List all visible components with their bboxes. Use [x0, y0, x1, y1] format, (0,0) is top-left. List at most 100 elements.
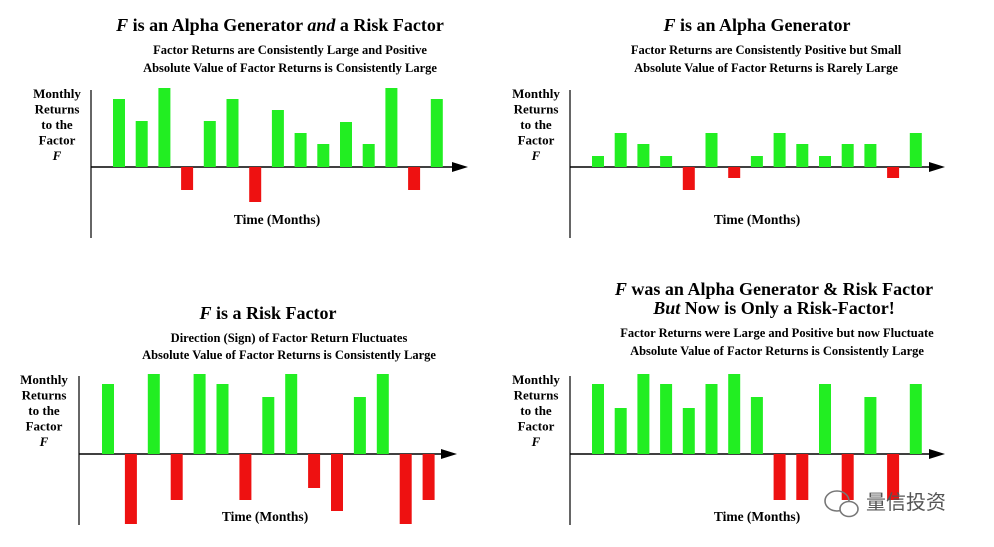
y-axis-label: Factor — [39, 133, 76, 148]
y-axis-label: to the — [41, 117, 73, 132]
bar-positive — [158, 88, 171, 167]
bar-positive — [262, 397, 275, 454]
bar-negative — [308, 454, 321, 488]
bar-positive — [592, 384, 604, 454]
bar-positive — [750, 397, 763, 454]
y-axis-label: to the — [28, 403, 60, 418]
chart-title-part: was an Alpha Generator & Risk Factor — [627, 279, 933, 299]
y-axis-label: Factor — [518, 419, 555, 434]
chart-subtitle: Absolute Value of Factor Returns is Cons… — [630, 344, 924, 358]
bar-positive — [353, 397, 366, 454]
bar-positive — [193, 374, 206, 454]
bar-positive — [317, 144, 330, 167]
y-axis-label: F — [531, 434, 541, 449]
bar-positive — [340, 122, 352, 167]
watermark-text: 量信投资 — [866, 490, 946, 514]
bar-negative — [249, 167, 262, 202]
x-axis-arrowhead — [452, 162, 468, 172]
chart-title-part: is an Alpha Generator — [676, 15, 851, 35]
x-axis-label: Time (Months) — [714, 509, 800, 524]
y-axis-label: F — [531, 148, 541, 163]
chart-title: F was an Alpha Generator & Risk Factor — [614, 279, 933, 299]
chart-panel-3: F is a Risk Factor Direction (Sign) of Fa… — [20, 303, 457, 525]
x-axis-arrowhead — [441, 449, 457, 459]
chart-title-part: F — [198, 303, 211, 323]
x-axis-arrowhead — [929, 449, 945, 459]
chart-title-part: is an Alpha Generator — [128, 15, 307, 35]
y-axis-label: F — [39, 434, 49, 449]
bar-positive — [226, 99, 239, 167]
bar-positive — [660, 156, 673, 167]
chart-title: F is a Risk Factor — [198, 303, 336, 323]
bar-positive — [750, 156, 763, 167]
y-axis-label: Returns — [514, 102, 559, 117]
bar-negative — [408, 167, 421, 190]
chart-title-line2: But Now is Only a Risk-Factor! — [652, 298, 895, 318]
bar-positive — [728, 374, 741, 454]
bar-negative — [181, 167, 194, 190]
bar-positive — [660, 384, 673, 454]
chart-subtitle: Factor Returns are Consistently Positive… — [631, 43, 902, 57]
bar-negative — [887, 454, 900, 500]
bar-positive — [592, 156, 604, 167]
bar-positive — [614, 408, 627, 454]
x-axis-arrowhead — [929, 162, 945, 172]
bar-positive — [102, 384, 114, 454]
bar-negative — [682, 167, 695, 190]
bar-positive — [864, 397, 877, 454]
bar-positive — [705, 133, 718, 167]
watermark: 量信投资 — [824, 490, 946, 518]
bar-positive — [909, 133, 922, 167]
bar-negative — [887, 167, 900, 178]
chart-panel-1: F is an Alpha Generator and a Risk Facto… — [33, 15, 468, 238]
bar-positive — [135, 121, 148, 167]
bar-positive — [819, 384, 831, 454]
bar-positive — [864, 144, 877, 167]
bar-negative — [422, 454, 435, 500]
bar-negative — [399, 454, 412, 524]
bar-positive — [430, 99, 443, 167]
y-axis-label: Returns — [35, 102, 80, 117]
bar-positive — [682, 408, 695, 454]
chart-title-part: a Risk Factor — [335, 15, 443, 35]
chart-subtitle: Absolute Value of Factor Returns is Cons… — [143, 61, 437, 75]
bar-positive — [203, 121, 216, 167]
y-axis-label: Returns — [22, 388, 67, 403]
y-axis-label: Factor — [26, 419, 63, 434]
bar-positive — [637, 374, 650, 454]
bar-positive — [909, 384, 922, 454]
bar-negative — [170, 454, 183, 500]
bar-negative — [728, 167, 741, 178]
y-axis-label: to the — [520, 403, 552, 418]
chart-panel-2: F is an Alpha Generator Factor Returns ar… — [512, 15, 945, 238]
y-axis-label: Monthly — [33, 86, 81, 101]
chart-title-part: F — [614, 279, 627, 299]
chart-subtitle: Factor Returns were Large and Positive b… — [620, 326, 934, 340]
bar-positive — [376, 374, 389, 454]
bar-positive — [637, 144, 650, 167]
chart-panel-4: F was an Alpha Generator & Risk FactorBu… — [512, 279, 945, 525]
chart-title-part: and — [307, 15, 336, 35]
bar-negative — [124, 454, 137, 524]
chart-title-part: F — [115, 15, 128, 35]
bar-positive — [705, 384, 718, 454]
chart-subtitle: Absolute Value of Factor Returns is Cons… — [142, 348, 436, 362]
bar-negative — [841, 454, 854, 500]
y-axis-label: Factor — [518, 133, 555, 148]
bar-positive — [614, 133, 627, 167]
chart-title: F is an Alpha Generator and a Risk Facto… — [115, 15, 444, 35]
chart-subtitle: Absolute Value of Factor Returns is Rare… — [634, 61, 898, 75]
chart-title-line2-part: But — [652, 298, 681, 318]
bar-positive — [216, 384, 229, 454]
bar-positive — [841, 144, 854, 167]
bar-positive — [285, 374, 298, 454]
bar-positive — [113, 99, 125, 167]
bar-positive — [385, 88, 398, 167]
bar-positive — [362, 144, 375, 167]
x-axis-label: Time (Months) — [234, 212, 320, 227]
y-axis-label: Monthly — [20, 372, 68, 387]
chart-title-line2-part: Now is Only a Risk-Factor! — [680, 298, 895, 318]
x-axis-label: Time (Months) — [222, 509, 308, 524]
bar-positive — [147, 374, 160, 454]
